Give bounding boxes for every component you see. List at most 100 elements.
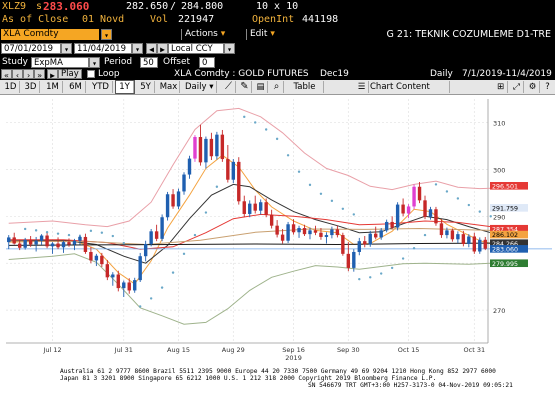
start-date-picker-icon[interactable]: ▾ (61, 43, 72, 54)
status-bar: As of Close 01 Novd Vol 221947 OpenInt 4… (0, 14, 555, 28)
ticker-box[interactable]: XLA Comdty (1, 29, 99, 40)
candle-body (12, 237, 16, 244)
range-1m-button[interactable]: 1M (43, 81, 63, 93)
price-label: 286.102 (492, 232, 518, 239)
contract-label: Dec19 (320, 69, 349, 79)
expand-icon[interactable]: ⤢ (510, 81, 524, 93)
range-1d-button[interactable]: 1D (2, 81, 20, 93)
currency-select[interactable]: Local CCY (168, 43, 224, 54)
range-6m-button[interactable]: 6M (66, 81, 86, 93)
study-select[interactable]: ExpMA (31, 57, 89, 68)
psar-point (171, 271, 175, 274)
magnify-icon[interactable]: ⌕ (270, 81, 284, 93)
psar-point (330, 199, 334, 203)
chart-content-button[interactable]: Chart Content (370, 81, 450, 93)
rewind-icon[interactable]: « (1, 69, 12, 80)
candle-body (61, 242, 66, 248)
edit-menu[interactable]: Edit ▾ (246, 29, 275, 40)
candle-body (105, 264, 110, 278)
candle-body (297, 228, 301, 233)
study-dropdown-icon[interactable]: ▾ (89, 57, 100, 68)
candle-body (83, 236, 88, 252)
ticker-dropdown-icon[interactable]: ▾ (101, 29, 112, 40)
psar-point (341, 207, 345, 210)
play-icon[interactable]: ▶ (47, 69, 58, 80)
candle-body (264, 202, 268, 215)
candle-body (231, 161, 236, 180)
period-input[interactable]: 50 (140, 57, 158, 68)
candle-body (401, 204, 405, 214)
candle-body (368, 233, 372, 245)
range-5y-button[interactable]: 5Y (137, 81, 155, 93)
candle-body (138, 256, 142, 281)
candle-body (412, 186, 416, 207)
loop-checkbox[interactable] (87, 70, 95, 78)
chart-content-icon[interactable]: ☰ (355, 81, 369, 93)
candle-body (72, 240, 77, 245)
currency-dropdown-icon[interactable]: ▾ (224, 43, 235, 54)
psar-point (138, 305, 142, 308)
frequency-select[interactable]: Daily ▾ (183, 81, 217, 93)
line-chart-icon[interactable]: ⟋ (222, 81, 236, 93)
actions-menu[interactable]: Actions ▾ (181, 29, 225, 40)
end-date-picker-icon[interactable]: ▾ (132, 43, 143, 54)
vol-label: Vol (150, 14, 169, 25)
x-tick-label: Oct 15 (398, 346, 420, 354)
candle-body (330, 229, 334, 236)
candle-body (313, 230, 318, 233)
candle-body (302, 228, 307, 235)
grid-icon[interactable]: ⊞ (494, 81, 508, 93)
offset-input[interactable]: 0 (199, 57, 215, 68)
psar-point (286, 154, 290, 157)
price-label-box (490, 230, 528, 239)
candle-body (341, 235, 345, 254)
psar-point (275, 137, 279, 141)
draw-icon[interactable]: ✎ (238, 81, 252, 93)
candle-body (269, 214, 274, 226)
start-date-field[interactable]: 07/01/2019 (1, 43, 61, 54)
candle-body (165, 194, 170, 218)
range-1y-button[interactable]: 1Y (115, 80, 135, 94)
price-label-box (490, 259, 528, 268)
footer: Australia 61 2 9777 8600 Brazil 5511 239… (0, 366, 555, 400)
quote-ticker: XLZ9 (2, 1, 27, 12)
gear-icon[interactable]: ⚙ (526, 81, 540, 93)
psar-point (45, 231, 49, 234)
table-button[interactable]: Table (286, 81, 324, 93)
fast-forward-icon[interactable]: » (34, 69, 45, 80)
candle-body (357, 241, 361, 252)
loop-label: Loop (98, 69, 120, 79)
help-icon[interactable]: ? (545, 82, 550, 92)
next-icon[interactable]: ▶ (157, 43, 168, 54)
settings-icon[interactable]: ▤ (254, 81, 268, 93)
psar-point (401, 257, 405, 260)
range-ytd-button[interactable]: YTD (89, 81, 113, 93)
step-back-icon[interactable]: ‹ (12, 69, 23, 80)
candle-body (94, 255, 99, 261)
end-date-field[interactable]: 11/04/2019 (74, 43, 132, 54)
candle-body (423, 200, 427, 217)
graph-title: G 21: TEKNIK COZUMLEME D1-TRE (386, 29, 552, 40)
psar-point (456, 197, 460, 200)
range-3d-button[interactable]: 3D (22, 81, 40, 93)
step-forward-icon[interactable]: › (23, 69, 34, 80)
frequency-label: Daily (430, 69, 453, 79)
date-row: 07/01/2019 ▾ 11/04/2019 ▾ ◀ ▶ Local CCY … (0, 42, 555, 56)
x-tick-label: Aug 29 (222, 346, 245, 354)
play-button[interactable]: Play (58, 69, 82, 79)
candle-body (379, 230, 383, 238)
x-tick-label: Aug 15 (167, 346, 190, 354)
candle-body (226, 159, 230, 180)
range-max-button[interactable]: Max (158, 81, 180, 93)
psar-point (264, 128, 268, 131)
psar-point (478, 210, 481, 213)
prev-icon[interactable]: ◀ (146, 43, 157, 54)
candle-body (275, 225, 279, 235)
candle-body (187, 158, 192, 175)
psar-point (243, 115, 246, 119)
psar-point (319, 192, 323, 195)
candle-body (149, 231, 153, 244)
quote-range-sep: / (170, 1, 177, 12)
candle-body (133, 280, 137, 291)
